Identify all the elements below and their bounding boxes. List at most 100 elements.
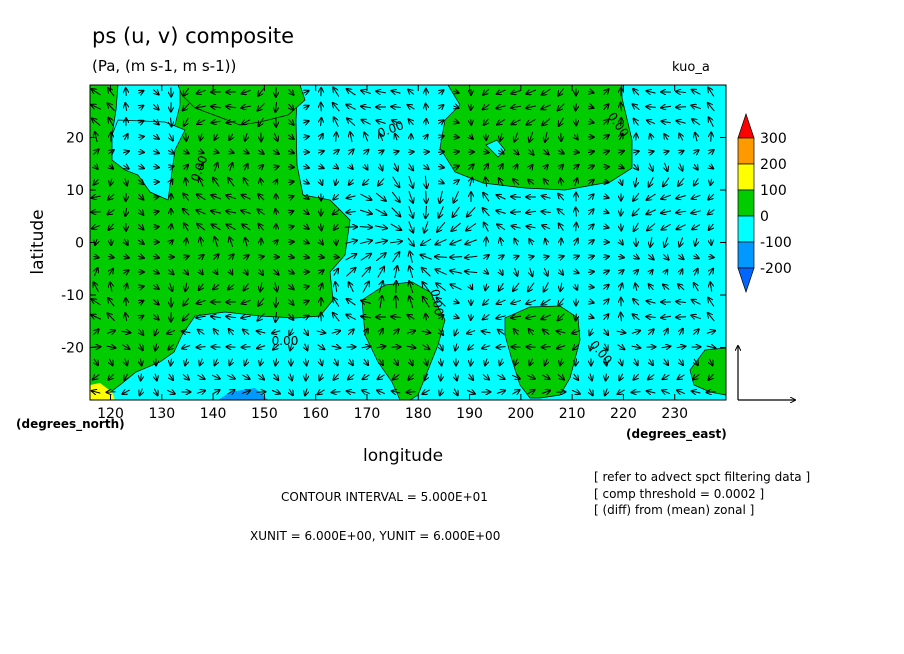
wind-arrow: [694, 358, 698, 365]
wind-arrow: [395, 134, 397, 141]
wind-arrow: [258, 194, 265, 201]
wind-arrow: [647, 91, 656, 93]
wind-arrow: [604, 343, 607, 351]
wind-arrow: [215, 163, 218, 172]
wind-arrow: [167, 330, 176, 333]
wind-arrow: [334, 165, 338, 168]
wind-arrow: [140, 358, 141, 366]
wind-arrow: [242, 224, 251, 231]
wind-arrow: [228, 178, 235, 187]
wind-arrow: [663, 151, 668, 153]
wind-arrow: [465, 271, 478, 272]
wind-arrow: [633, 373, 639, 380]
wind-arrow: [200, 133, 202, 141]
wind-arrow: [183, 87, 190, 95]
wind-arrow: [560, 358, 562, 366]
wind-arrow: [438, 90, 443, 94]
wind-arrow: [558, 103, 565, 111]
wind-arrow: [226, 375, 235, 379]
wind-arrow: [333, 193, 340, 199]
wind-arrow: [289, 103, 294, 110]
wind-arrow: [125, 358, 127, 366]
wind-arrow: [108, 256, 114, 257]
wind-arrow: [183, 313, 190, 321]
wind-arrow: [362, 390, 371, 393]
wind-arrow: [576, 208, 577, 217]
wind-arrow: [647, 301, 656, 303]
wind-arrow: [126, 298, 127, 306]
x-tick-label: 210: [559, 406, 586, 422]
wind-arrow: [258, 117, 264, 126]
wind-arrow: [603, 211, 608, 213]
wind-arrow: [471, 103, 472, 110]
wind-arrow: [602, 285, 609, 289]
wind-arrow: [348, 375, 355, 380]
wind-arrow: [288, 181, 293, 182]
wind-arrow: [407, 237, 414, 246]
wind-arrow: [680, 163, 683, 170]
wind-arrow: [450, 257, 463, 258]
wind-arrow: [229, 237, 232, 247]
note-line-1: [ refer to advect spct filtering data ]: [594, 470, 811, 484]
wind-arrow: [576, 103, 577, 111]
wind-arrow: [544, 165, 547, 169]
wind-arrow: [470, 358, 471, 366]
wind-arrow: [452, 206, 460, 217]
wind-arrow: [526, 106, 537, 108]
wind-arrow: [441, 373, 442, 381]
wind-arrow: [349, 358, 353, 365]
wind-arrow: [528, 180, 535, 185]
wind-arrow: [423, 165, 428, 170]
wind-arrow: [230, 270, 233, 275]
wind-arrow: [303, 301, 308, 303]
wind-arrow: [303, 195, 308, 199]
wind-arrow: [575, 178, 578, 186]
wind-arrow: [344, 240, 357, 243]
wind-arrow: [245, 358, 248, 366]
wind-arrow: [573, 165, 578, 169]
wind-arrow: [483, 88, 490, 95]
wind-arrow: [482, 255, 489, 259]
x-tick-label: 230: [661, 406, 688, 422]
wind-arrow: [455, 328, 458, 336]
wind-arrow: [288, 298, 293, 305]
wind-arrow: [440, 190, 443, 203]
field-positive-region-northeast: [439, 85, 633, 191]
wind-arrow: [572, 256, 579, 259]
wind-arrow: [602, 256, 609, 257]
wind-arrow: [122, 390, 130, 394]
wind-vectors: [91, 87, 715, 395]
wind-arrow: [211, 211, 222, 213]
wind-arrow: [107, 313, 115, 322]
wind-arrow: [541, 104, 551, 109]
wind-arrow: [199, 283, 204, 290]
wind-arrow: [394, 163, 397, 171]
wind-arrow: [336, 239, 337, 245]
wind-arrow: [602, 151, 609, 153]
wind-arrow: [497, 375, 504, 379]
wind-arrow: [197, 300, 206, 303]
wind-arrow: [526, 90, 537, 94]
wind-arrow: [214, 133, 217, 140]
x-axis-label: longitude: [363, 446, 444, 466]
wind-arrow: [437, 152, 444, 153]
wind-arrow: [303, 91, 308, 93]
colorbar: 300 200 100 0 -100 -200: [737, 112, 792, 294]
wind-arrow: [184, 165, 188, 170]
wind-arrow: [138, 121, 143, 123]
wind-arrow: [511, 119, 521, 125]
wind-arrow: [170, 117, 171, 127]
wind-arrow: [137, 166, 144, 169]
wind-arrow: [573, 271, 578, 273]
wind-arrow: [110, 282, 112, 292]
wind-arrow: [214, 329, 219, 336]
x-tick-label: 130: [148, 406, 175, 422]
wind-arrow: [661, 223, 671, 229]
wind-arrow: [152, 151, 159, 154]
wind-arrow: [168, 166, 173, 168]
wind-arrow: [711, 239, 712, 245]
wind-arrow: [646, 317, 656, 318]
wind-arrow: [676, 91, 686, 92]
wind-arrow: [316, 331, 326, 333]
wind-arrow: [305, 388, 307, 396]
